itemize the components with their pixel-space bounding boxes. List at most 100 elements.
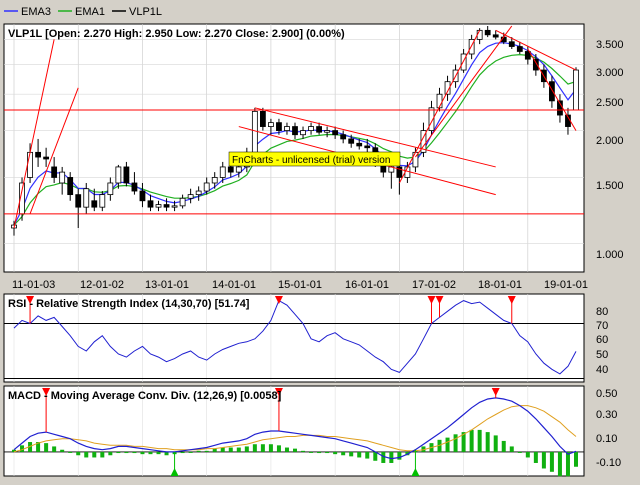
macd-histogram-bar — [212, 448, 217, 452]
macd-y-axis: 0.50 0.30 0.10 -0.10 — [596, 388, 621, 469]
macd-histogram-bar — [477, 429, 482, 452]
trend-line — [527, 48, 577, 131]
rsi-y-tick: 40 — [596, 364, 608, 376]
candle-body — [107, 182, 114, 196]
candle-body — [292, 126, 298, 136]
macd-histogram-bar — [84, 451, 89, 458]
macd-histogram-bar — [76, 451, 81, 456]
trend-line — [415, 25, 513, 158]
macd-histogram-bar — [28, 442, 33, 452]
candle-body — [444, 81, 451, 95]
macd-histogram-bar — [453, 434, 458, 452]
candle-body — [308, 126, 314, 131]
macd-histogram-bar — [381, 451, 386, 463]
macd-histogram-bar — [421, 446, 426, 452]
macd-histogram-bar — [44, 443, 49, 452]
candle-body — [468, 38, 475, 55]
rsi-y-tick: 60 — [596, 334, 608, 346]
candle-body — [259, 110, 266, 127]
candle-body — [99, 194, 106, 208]
candle-body — [348, 138, 355, 144]
rsi-line — [13, 299, 577, 375]
macd-histogram-bar — [493, 435, 498, 452]
macd-histogram-bar — [188, 451, 193, 453]
trend-line — [495, 29, 577, 71]
rsi-sell-marker — [435, 296, 444, 304]
macd-y-tick: -0.10 — [596, 457, 621, 469]
macd-panel — [3, 385, 585, 477]
candle-body — [284, 126, 290, 131]
macd-y-tick: 0.10 — [596, 433, 617, 445]
candle-body — [27, 151, 33, 178]
candle-body — [251, 110, 258, 153]
candle-body — [324, 130, 331, 133]
candle-body — [35, 151, 41, 158]
candle-body — [75, 194, 82, 208]
candle-body — [268, 122, 274, 127]
macd-histogram-bar — [317, 451, 322, 454]
macd-histogram-bar — [92, 451, 97, 458]
x-axis: 11-01-03 12-01-02 13-01-01 14-01-01 15-0… — [12, 279, 588, 291]
candle-body — [300, 130, 306, 136]
rsi-plot — [4, 294, 584, 382]
legend-label-ema3: EMA3 — [21, 6, 51, 18]
macd-histogram-bar — [541, 451, 546, 469]
candle-body — [492, 34, 499, 38]
rsi-sell-marker — [26, 296, 35, 304]
price-y-tick: 3.500 — [596, 39, 624, 51]
macd-histogram-bar — [124, 451, 129, 454]
candle-body — [131, 182, 138, 192]
macd-histogram-bar — [52, 446, 57, 452]
x-tick: 15-01-01 — [278, 279, 322, 291]
macd-histogram-bar — [325, 451, 330, 454]
candle-body — [59, 171, 66, 184]
x-tick: 13-01-01 — [145, 279, 189, 291]
macd-sell-marker — [42, 388, 51, 396]
macd-buy-marker — [411, 468, 420, 476]
macd-histogram-bar — [485, 432, 490, 452]
x-tick: 14-01-01 — [212, 279, 256, 291]
macd-histogram-bar — [309, 451, 314, 453]
macd-histogram-bar — [509, 446, 514, 452]
macd-histogram-bar — [533, 451, 538, 463]
price-y-tick: 1.000 — [596, 249, 624, 261]
macd-histogram-bar — [284, 447, 289, 452]
watermark-text: FnCharts - unlicensed (trial) version — [232, 155, 390, 166]
macd-histogram-bar — [341, 451, 346, 456]
macd-histogram-bar — [244, 446, 249, 452]
price-y-tick: 2.000 — [596, 135, 624, 147]
macd-histogram-bar — [557, 451, 562, 477]
trend-line — [398, 30, 481, 184]
macd-histogram-bar — [565, 451, 570, 477]
macd-histogram-bar — [301, 450, 306, 452]
macd-histogram-bar — [268, 444, 273, 452]
candle-body — [67, 177, 74, 196]
macd-buy-marker — [170, 468, 179, 476]
macd-histogram-bar — [389, 451, 394, 463]
macd-histogram-bar — [12, 449, 16, 452]
rsi-y-tick: 70 — [596, 320, 608, 332]
macd-histogram-bar — [276, 445, 281, 452]
candle-body — [163, 204, 170, 208]
candle-body — [123, 166, 130, 184]
candle-body — [179, 197, 186, 207]
macd-histogram-bar — [148, 451, 153, 455]
macd-histogram-bar — [517, 451, 522, 453]
candle-body — [316, 126, 322, 133]
macd-panel-title: MACD - Moving Average Conv. Div. (12,26,… — [8, 390, 282, 402]
legend-label-ema1: EMA1 — [75, 6, 105, 18]
macd-histogram-bar — [469, 429, 474, 452]
macd-histogram-bar — [373, 451, 378, 461]
macd-histogram-bar — [108, 451, 113, 456]
candle-body — [524, 51, 531, 60]
macd-histogram-bar — [36, 442, 41, 452]
candle-body — [549, 81, 555, 102]
trend-line — [29, 87, 79, 214]
rsi-sell-marker — [507, 296, 516, 304]
macd-histogram-bar — [180, 451, 185, 454]
macd-histogram-bar — [549, 451, 554, 472]
price-plot — [4, 24, 584, 272]
x-tick: 11-01-03 — [12, 279, 55, 291]
macd-histogram-bar — [156, 451, 161, 455]
